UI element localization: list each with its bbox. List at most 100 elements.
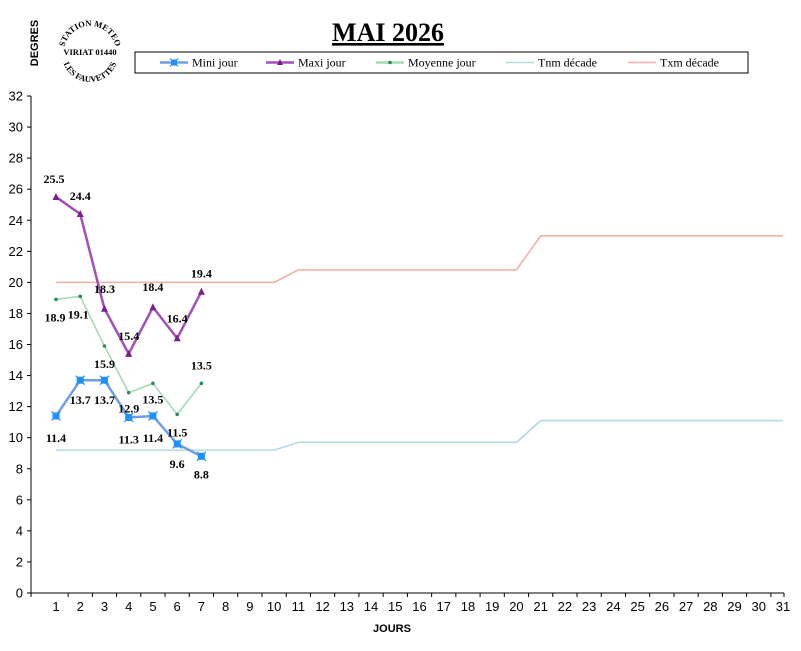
- dot-marker: [78, 294, 83, 299]
- x-tick-label: 28: [703, 599, 717, 614]
- triangle-marker: [173, 334, 181, 342]
- y-tick-label: 8: [16, 461, 23, 476]
- series-line: [56, 234, 783, 284]
- y-tick-label: 20: [9, 275, 23, 290]
- dot-marker: [102, 344, 107, 348]
- series-mini-jour: [51, 375, 207, 462]
- legend-label: Tnm décade: [538, 56, 597, 70]
- y-tick-label: 14: [9, 368, 23, 383]
- dot-marker: [126, 390, 131, 395]
- data-label: 18.9: [45, 310, 66, 324]
- legend-label: Txm décade: [660, 56, 719, 70]
- chart-title: MAI 2026: [332, 18, 444, 47]
- dot-marker: [151, 381, 155, 386]
- series-moyenne-jour: [54, 294, 204, 417]
- triangle-marker: [197, 287, 205, 295]
- x-tick-label: 30: [752, 599, 766, 614]
- triangle-marker: [277, 59, 283, 65]
- x-tick-label: 4: [125, 599, 132, 614]
- x-tick-label: 7: [198, 599, 205, 614]
- data-label: 11.4: [46, 431, 66, 445]
- marker-cross: [51, 411, 61, 421]
- y-tick-label: 24: [9, 213, 23, 228]
- x-tick-label: 19: [485, 599, 499, 614]
- y-tick-label: 18: [9, 306, 23, 321]
- data-label: 18.3: [94, 282, 115, 296]
- data-label: 11.5: [167, 425, 187, 439]
- x-tick-label: 20: [509, 599, 523, 614]
- series-txm-d-cade: [56, 234, 783, 284]
- x-tick-label: 15: [388, 599, 402, 614]
- y-tick-label: 16: [9, 337, 23, 352]
- x-tick-label: 29: [727, 599, 741, 614]
- dot-marker: [54, 297, 58, 302]
- data-labels: 11.4 13.7 13.7 11.3 11.4 9.6 8.8: [46, 393, 209, 481]
- data-label: 13.5: [191, 358, 212, 372]
- x-tick-label: 13: [340, 599, 354, 614]
- data-label: 13.7: [94, 393, 115, 407]
- y-tick-label: 30: [9, 120, 23, 135]
- x-tick-label: 23: [582, 599, 596, 614]
- x-tick-label: 10: [267, 599, 281, 614]
- series-line: [56, 419, 783, 451]
- data-label: 24.4: [70, 189, 91, 203]
- x-tick-label: 16: [412, 599, 426, 614]
- x-tick-label: 22: [558, 599, 572, 614]
- stamp-line-bottom: LES FAUVETTES: [62, 60, 119, 84]
- x-tick-label: 6: [174, 599, 181, 614]
- legend-label: Mini jour: [192, 56, 238, 70]
- legend: Mini jour Maxi jour Moyenne jour Tnm décade…: [160, 56, 719, 70]
- y-tick-label: 26: [9, 182, 23, 197]
- series-tnm-d-cade: [56, 419, 783, 451]
- data-labels: 25.5 24.4 18.3 15.4 18.4 16.4 19.4: [44, 172, 212, 343]
- x-tick-label: 31: [776, 599, 790, 614]
- x-tick-label: 26: [655, 599, 669, 614]
- y-tick-label: 2: [16, 554, 23, 569]
- dot-marker: [199, 381, 204, 386]
- legend-item: Mini jour: [160, 56, 238, 70]
- y-tick-label: 10: [9, 430, 23, 445]
- dot-marker: [175, 412, 179, 417]
- legend-item: Moyenne jour: [376, 56, 476, 70]
- data-label: 13.7: [70, 393, 91, 407]
- x-tick-label: 5: [149, 599, 156, 614]
- data-labels: 18.9 19.115.912.913.511.513.5: [45, 307, 212, 439]
- data-label: 19.4: [191, 267, 212, 281]
- x-tick-label: 3: [101, 599, 108, 614]
- data-label: 13.5: [142, 392, 163, 406]
- dot-marker: [388, 60, 392, 65]
- x-tick-label: 12: [315, 599, 329, 614]
- data-label: 16.4: [167, 311, 188, 325]
- legend-label: Maxi jour: [298, 56, 346, 70]
- y-tick-label: 12: [9, 399, 23, 414]
- triangle-marker: [76, 210, 84, 218]
- x-tick-label: 27: [679, 599, 693, 614]
- legend-box: [134, 51, 749, 74]
- y-tick-label: 22: [9, 244, 23, 259]
- stamp-line-top: STATION METEO: [57, 18, 124, 48]
- x-tick-label: 11: [292, 599, 306, 614]
- legend-item: Txm décade: [628, 56, 719, 70]
- y-tick-label: 0: [16, 586, 23, 601]
- plot-area: 18.9 19.115.912.913.511.513.511.413.7 13.7…: [44, 172, 783, 481]
- x-tick-label: 1: [52, 599, 59, 614]
- marker-cross: [169, 58, 179, 67]
- marker-cross: [172, 438, 183, 449]
- legend-item: Maxi jour: [266, 56, 346, 70]
- marker-cross: [99, 375, 110, 386]
- triangle-marker: [100, 304, 108, 312]
- y-tick-label: 4: [16, 523, 23, 538]
- x-tick-label: 18: [461, 599, 475, 614]
- x-axis: 1 2 3 4 5 6 7 8 9 10 11 12 13 14 15 16 17 18 19 20 21 22 23 24 2…: [30, 592, 790, 614]
- data-label: 25.5: [44, 172, 65, 186]
- x-tick-label: 14: [364, 599, 378, 614]
- triangle-marker: [52, 192, 60, 200]
- y-tick-label: 28: [9, 151, 23, 166]
- data-label: 12.9: [118, 402, 139, 416]
- x-tick-label: 9: [246, 599, 253, 614]
- legend-label: Moyenne jour: [408, 56, 476, 70]
- data-label: 8.8: [194, 467, 209, 481]
- triangle-marker: [149, 303, 157, 311]
